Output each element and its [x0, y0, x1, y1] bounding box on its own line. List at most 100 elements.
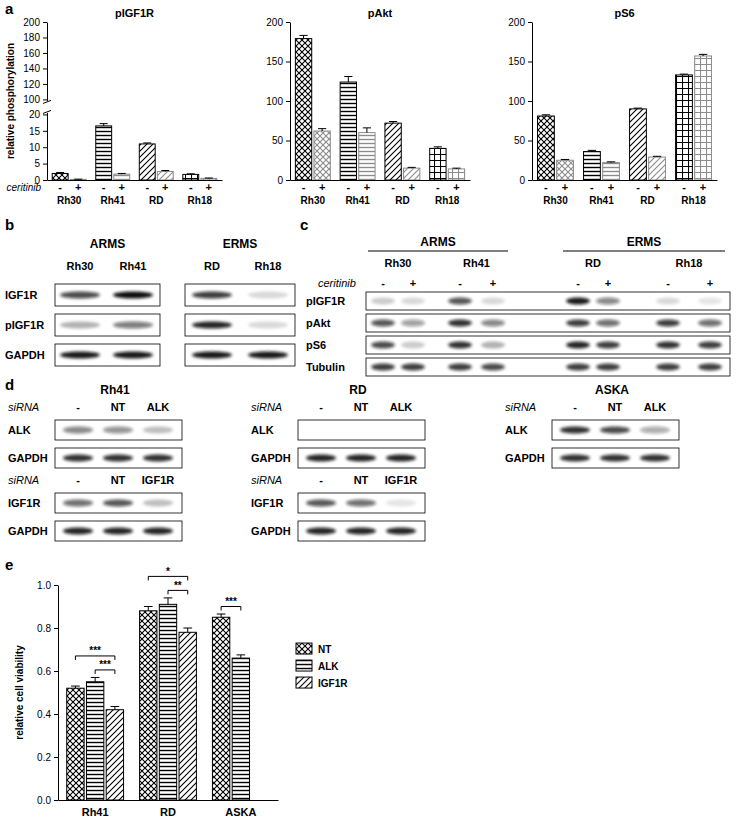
blot-band [113, 292, 153, 299]
x-tick: Rh30 [57, 180, 82, 206]
blot-band [600, 455, 630, 462]
row-label: Tubulin [306, 361, 345, 373]
y-tick-mark [43, 99, 47, 100]
series-label: - [302, 181, 306, 193]
sirna-label: siRNA [8, 474, 39, 486]
error-bar [143, 142, 151, 144]
y-tick: 0.6 [37, 666, 58, 677]
x-label: ceritinib [7, 182, 42, 193]
blot-band [346, 427, 376, 434]
y-axis-line [290, 23, 291, 181]
x-axis: Rh30Rh41RDRh18 [291, 180, 471, 206]
error-bar [699, 54, 707, 56]
x-axis-line [48, 180, 223, 181]
treatment-lane: - [666, 277, 670, 289]
x-axis-line [291, 180, 471, 181]
y-tick: 50 [272, 135, 290, 146]
x-tick: Rh41 [101, 180, 126, 206]
x-tick-label: RD [640, 195, 654, 206]
bar [201, 178, 217, 180]
y-tick-mark [286, 141, 290, 142]
lane-label: ALK [390, 401, 413, 413]
y-tick-label: 1.0 [37, 580, 51, 591]
error-bar [183, 628, 192, 632]
error-bar [100, 124, 108, 126]
error-bar [363, 128, 371, 133]
y-tick: 10 [29, 142, 47, 153]
plot-area [538, 54, 712, 180]
x-axis: Rh41RDASKA [59, 800, 279, 818]
y-tick: 1.0 [37, 580, 58, 591]
lane-label: - [319, 474, 323, 486]
y-tick-mark [54, 757, 58, 758]
y-tick-mark [43, 68, 47, 69]
y-tick-mark [43, 37, 47, 38]
y-tick-label: 200 [508, 17, 525, 28]
x-tick-label: RD [395, 195, 409, 206]
panel-label: c [300, 216, 308, 233]
blot-band [192, 292, 232, 299]
error-bar [217, 614, 226, 617]
legend-swatch [296, 677, 312, 688]
y-tick-mark [286, 22, 290, 23]
blot-band [103, 427, 133, 434]
y-tick-label: 200 [266, 17, 283, 28]
blot-band [103, 528, 133, 535]
panel-label: a [5, 0, 14, 17]
blot-frame [366, 336, 730, 354]
legend-label: IGF1R [318, 678, 348, 689]
axis-break-mark [43, 100, 51, 113]
error-bar [653, 156, 661, 158]
series-label: + [608, 181, 614, 193]
y-axis-line [532, 23, 533, 181]
significance-bracket [221, 607, 241, 611]
row-label: pS6 [306, 339, 326, 351]
cell-line-title: Rh41 [100, 383, 130, 397]
series-label: - [346, 181, 350, 193]
error-bar [71, 686, 80, 688]
blot-panel-d: Rh41siRNA-NTALKALKGAPDHsiRNA-NTIGF1RIGF1… [8, 383, 679, 541]
blot-band [346, 455, 376, 462]
blot-band [386, 455, 416, 462]
lane-label: Rh41 [463, 257, 490, 269]
sirna-label: siRNA [505, 401, 536, 413]
blot-band [596, 320, 620, 327]
lane-label: - [76, 474, 80, 486]
legend: NTALKIGF1R [296, 643, 348, 689]
sirna-label: siRNA [251, 401, 282, 413]
series-label: - [544, 181, 548, 193]
axis-gap [44, 101, 50, 113]
blot-band [143, 427, 173, 434]
series-label: - [590, 181, 594, 193]
series-label: + [700, 181, 706, 193]
chart-title: pIGF1R [115, 7, 154, 19]
y-tick-mark [54, 628, 58, 629]
blot-band [698, 320, 722, 327]
blot-band [371, 298, 395, 305]
bar [67, 688, 84, 800]
y-tick-mark [54, 800, 58, 801]
x-tick-label: Rh18 [435, 195, 460, 206]
row-label: ALK [505, 424, 528, 436]
x-axis: Rh30Rh41RDRh18 [48, 180, 223, 206]
series-label: + [453, 181, 459, 193]
blot-band [448, 320, 472, 327]
row-label: GAPDH [251, 452, 291, 464]
bar [314, 131, 330, 180]
treatment-lane: + [707, 277, 713, 289]
bar [385, 123, 401, 180]
error-bar [634, 108, 642, 110]
y-tick: 200 [266, 17, 290, 28]
error-bar [118, 173, 126, 175]
y-tick-mark [528, 101, 532, 102]
lane-label: NT [111, 401, 126, 413]
y-tick-label: 180 [23, 32, 40, 43]
series-label: + [119, 181, 125, 193]
y-tick-label: 100 [508, 96, 525, 107]
blot-band [656, 342, 680, 349]
y-tick-mark [54, 585, 58, 586]
series-label: - [436, 181, 440, 193]
blot-frame [55, 420, 182, 440]
blot-frame [55, 314, 160, 336]
bar [86, 682, 103, 800]
